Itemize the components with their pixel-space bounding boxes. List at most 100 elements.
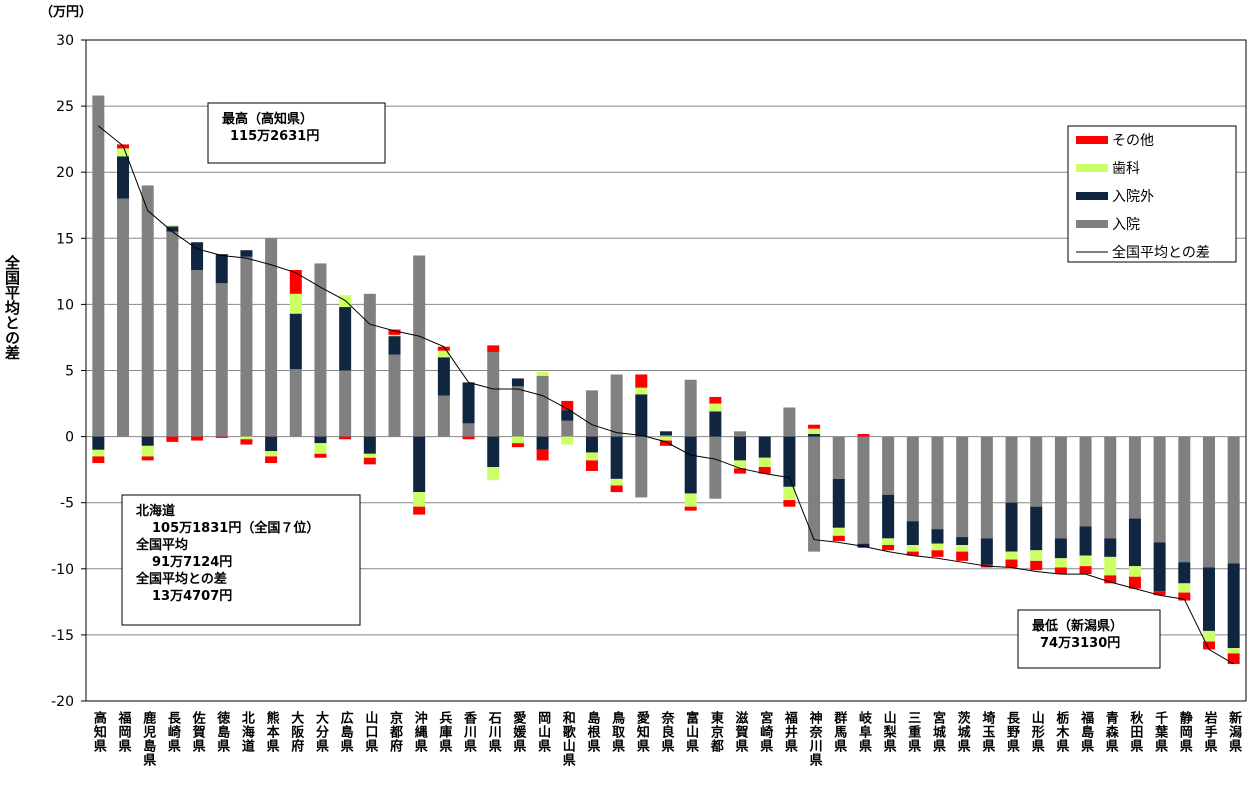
bar-segment [1104, 556, 1117, 576]
bar-segment [882, 538, 895, 546]
bar-segment [783, 500, 796, 507]
x-tick-label: 島根県 [584, 710, 600, 753]
y-tick-label: -20 [51, 694, 74, 710]
bar-segment [413, 492, 426, 507]
x-tick-label: 石川県 [486, 711, 503, 753]
bar-segment [758, 467, 771, 474]
bar-segment [289, 313, 302, 370]
bar-segment [388, 354, 401, 437]
x-tick-label: 広島県 [338, 710, 354, 753]
bar-segment [1079, 555, 1092, 567]
annotation-text: 115万2631円 [230, 129, 319, 144]
bar-segment [265, 456, 278, 464]
y-tick-label: 20 [56, 165, 74, 181]
bar-segment [1104, 436, 1117, 539]
bar-segment [906, 521, 919, 546]
bar-segment [314, 443, 327, 454]
bar-segment [882, 545, 895, 551]
bar-segment [215, 254, 228, 284]
bar-segment [339, 370, 352, 437]
bar-segment [117, 156, 130, 199]
bar-segment [1104, 575, 1117, 584]
bar-segment [980, 436, 993, 539]
bar-segment [462, 423, 475, 437]
bar-segment [1005, 551, 1018, 560]
bar-segment [1227, 436, 1240, 564]
bar-segment [956, 551, 969, 561]
bar-segment [363, 436, 376, 454]
bar-segment [956, 436, 969, 538]
bar-segment [660, 435, 672, 437]
bar-segment [536, 371, 549, 376]
x-tick-label: 長崎県 [165, 711, 181, 753]
bar-segment [660, 431, 672, 436]
bar-segment [363, 293, 376, 437]
bar-segment [265, 451, 278, 457]
bar-segment [931, 550, 944, 557]
bar-segment [857, 436, 870, 544]
annotation-text: 74万3130円 [1040, 636, 1120, 651]
x-tick-label: 熊本県 [264, 710, 280, 753]
legend-label: 入院 [1112, 217, 1140, 233]
bar-segment [585, 452, 598, 461]
legend-label: 入院外 [1112, 189, 1154, 205]
bar-segment [1128, 576, 1141, 589]
bar-segment [511, 386, 524, 437]
bar-segment [1202, 630, 1215, 642]
bar-segment [240, 256, 253, 437]
y-tick-label: 5 [65, 364, 74, 380]
bar-segment [832, 535, 845, 542]
bar-segment [931, 436, 944, 530]
bar-segment [610, 485, 623, 493]
bar-segment [1030, 560, 1043, 571]
bar-segment [684, 436, 697, 494]
bar-segment [92, 436, 105, 450]
bar-segment [956, 545, 969, 552]
legend-label: 全国平均との差 [1112, 244, 1210, 261]
y-tick-label: -5 [60, 496, 74, 512]
bar-segment [585, 390, 598, 437]
bar-segment [1030, 550, 1043, 561]
unit-label: （万円） [40, 4, 92, 20]
bar-segment [709, 436, 722, 499]
bar-segment [1178, 592, 1191, 601]
bar-segment [289, 270, 302, 294]
bar-segment [660, 440, 672, 446]
y-tick-label: 10 [56, 297, 74, 313]
bar-segment [314, 453, 327, 458]
annotation-text: 105万1831円（全国７位） [152, 520, 319, 536]
x-tick-label: 兵庫県 [436, 710, 452, 753]
x-tick-label: 香川県 [461, 710, 478, 753]
bar-segment [684, 493, 697, 507]
bar-segment [808, 428, 821, 434]
bar-segment [709, 403, 722, 412]
bar-segment [610, 374, 623, 437]
bar-segment [314, 436, 327, 444]
bar-segment [289, 369, 302, 437]
bar-segment [388, 336, 401, 355]
bar-segment [1005, 559, 1018, 568]
bar-segment [1227, 653, 1240, 664]
bar-segment [832, 478, 845, 528]
x-tick-label: 愛知県 [634, 710, 650, 753]
bar-segment [585, 436, 598, 453]
bar-segment [536, 375, 549, 437]
x-tick-label: 鹿児島県 [140, 710, 157, 767]
legend-label: 歯科 [1112, 161, 1140, 177]
bar-segment [437, 357, 450, 396]
bar-segment [92, 449, 105, 457]
bar-segment [166, 226, 179, 232]
x-tick-label: 神奈川県 [807, 710, 824, 767]
bar-segment [141, 445, 154, 457]
bar-segment [1202, 641, 1215, 650]
annotation-text: 最高（高知県） [222, 111, 313, 127]
bar-segment [734, 431, 747, 437]
bar-segment [808, 433, 821, 437]
bar-segment [1178, 436, 1191, 563]
x-tick-label: 北海道 [239, 711, 255, 753]
legend-marker [1076, 192, 1108, 200]
x-tick-label: 高知県 [91, 710, 107, 753]
bar-segment [561, 436, 574, 445]
x-tick-label: 山梨県 [881, 710, 898, 753]
